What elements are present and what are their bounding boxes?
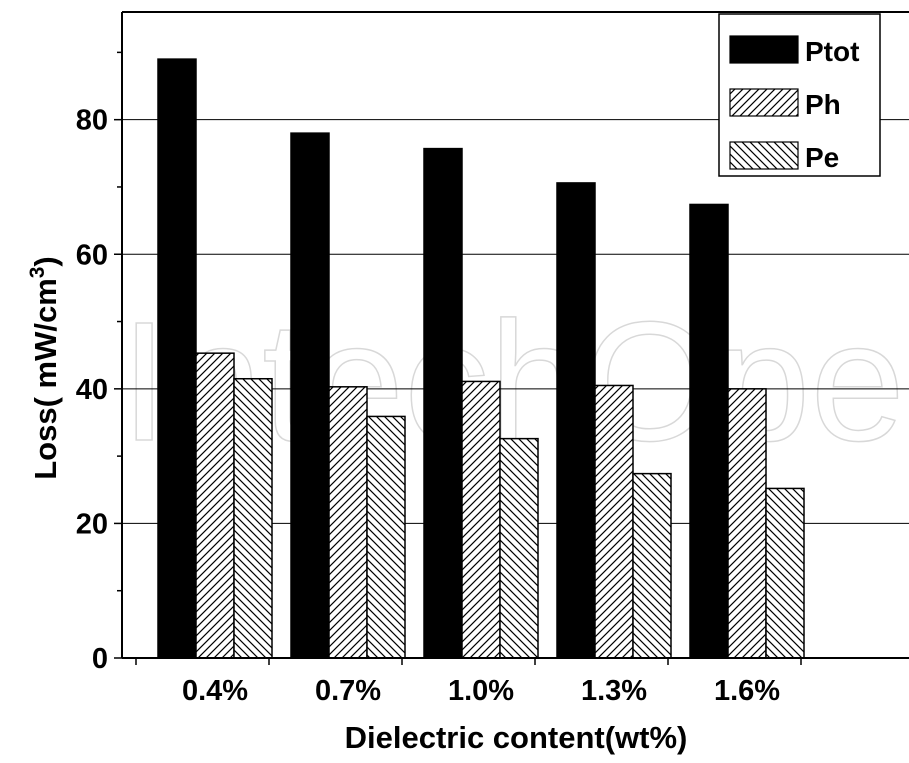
bar-ph-0 [195,352,235,659]
bar-ptot-4 [689,203,729,659]
bar-ph-2 [461,380,501,659]
legend-swatch-pe [729,141,799,170]
bar-pe-0 [233,377,273,659]
legend-swatch-ph [729,88,799,117]
y-tick-label: 20 [76,508,108,540]
legend-swatch-ptot [729,35,799,64]
bars [157,58,805,659]
x-tick-label: 0.4% [182,675,248,707]
legend-label-ph: Ph [805,89,841,120]
bar-pe-1 [366,415,406,659]
tick-labels: 0.4% 0.7% 1.0% 1.3% 1.6% 0 20 40 60 80 [76,105,781,707]
y-axis-title-main: Loss( mW/cm [28,278,63,480]
bar-ptot-3 [556,182,596,659]
x-tick-label: 1.6% [714,675,780,707]
bar-pe-2 [499,437,539,659]
x-tick-label: 0.7% [315,675,381,707]
bar-ph-3 [594,384,634,659]
axes [114,11,909,665]
bar-pe-3 [632,472,672,659]
bar-ph-4 [727,388,767,659]
bar-pe-4 [765,487,805,659]
bar-ptot-2 [423,147,463,659]
bar-ph-1 [328,386,368,659]
y-tick-label: 40 [76,374,108,406]
y-tick-label: 60 [76,239,108,271]
bar-ptot-0 [157,58,197,659]
y-axis-title-suffix: ) [28,256,63,266]
y-axis-title: Loss( mW/cm3) [26,256,63,480]
x-tick-label: 1.0% [448,675,514,707]
legend-label-ptot: Ptot [805,36,859,67]
legend-label-pe: Pe [805,142,839,173]
y-tick-label: 0 [92,643,108,675]
x-axis-title: Dielectric content(wt%) [345,720,688,755]
x-tick-label: 1.3% [581,675,647,707]
y-axis-title-superscript: 3 [26,267,49,279]
bar-ptot-1 [290,132,330,659]
legend: Ptot Ph Pe [718,13,881,177]
y-tick-label: 80 [76,105,108,137]
